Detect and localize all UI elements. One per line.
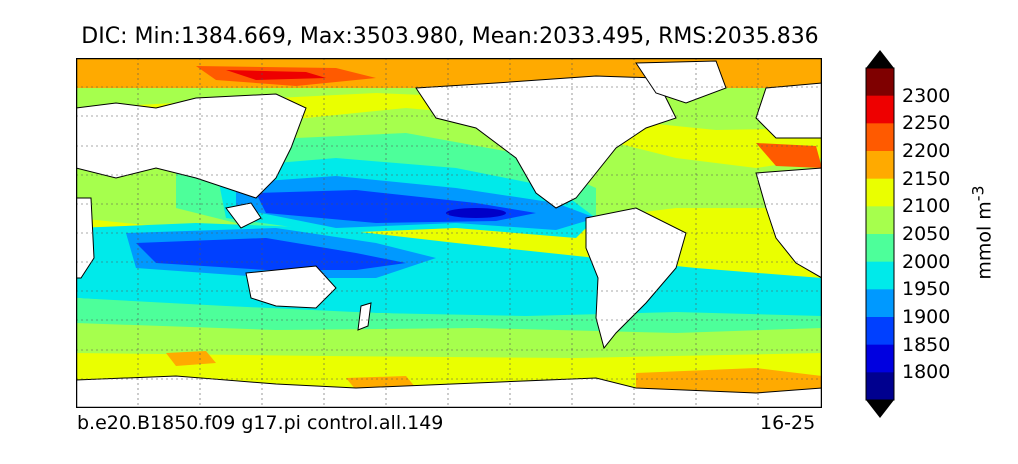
colorbar-tick-label: 2250 (902, 112, 951, 135)
colorbar-segment (866, 206, 894, 235)
north-america-land (415, 75, 677, 209)
colorbar-segment (866, 178, 894, 207)
colorbar-segment (866, 317, 894, 346)
colorbar-tick-label: 2150 (902, 167, 951, 190)
colorbar-bottom-arrow (866, 400, 894, 418)
colorbar-tick-label: 1950 (902, 278, 951, 301)
map-title: DIC: Min:1384.669, Max:3503.980, Mean:20… (81, 24, 819, 49)
colorbar-tick-label: 2000 (902, 250, 951, 273)
europe-land (755, 82, 822, 139)
colorbar-frame (865, 67, 895, 401)
depth-range-label: 16-25 (760, 412, 816, 434)
colorbar-tick-label: 2100 (902, 195, 951, 218)
colorbar-segment (866, 95, 894, 124)
map-svg (76, 58, 822, 408)
colorbar-segment (866, 151, 894, 180)
indonesia-land (225, 202, 262, 229)
colorbar-tick-label: 1850 (902, 333, 951, 356)
greenland-land (635, 60, 727, 104)
colorbar-tick-label: 2200 (902, 140, 951, 162)
colorbar-segment (866, 234, 894, 263)
africa-left-land (76, 197, 95, 279)
colorbar-segment (866, 344, 894, 373)
ocean-map (76, 58, 822, 408)
colorbar (865, 50, 895, 418)
map-border (76, 58, 822, 408)
colorbar-unit-label: mmol m-3 (968, 185, 996, 280)
colorbar-segment (866, 289, 894, 318)
equatorial-deep-blue (446, 208, 506, 218)
indian-ocean-deep (136, 238, 406, 270)
colorbar-tick-label: 1800 (902, 361, 951, 384)
colorbar-segment (866, 372, 894, 401)
new-zealand-land (357, 302, 372, 331)
australia-land (245, 265, 337, 309)
antarctica-land (76, 375, 822, 408)
colorbar-segment (866, 261, 894, 290)
south-america-land (585, 207, 687, 350)
southern-lime-band (76, 323, 822, 358)
colorbar-top-arrow (866, 50, 894, 68)
graticule (76, 58, 822, 408)
land-group (76, 60, 822, 408)
run-name-label: b.e20.B1850.f09 g17.pi control.all.149 (77, 412, 444, 434)
mediterranean-orange (756, 143, 822, 168)
colorbar-tick-label: 2050 (902, 223, 951, 245)
colorbar-segment (866, 123, 894, 152)
colorbar-tick-label: 2300 (902, 84, 951, 107)
orange-patch-2 (636, 368, 822, 393)
orange-patch-1 (166, 351, 216, 366)
africa-land (755, 167, 822, 279)
colorbar-tick-label: 1900 (902, 306, 951, 328)
arctic-red (226, 70, 326, 80)
colorbar-segment (866, 68, 894, 97)
